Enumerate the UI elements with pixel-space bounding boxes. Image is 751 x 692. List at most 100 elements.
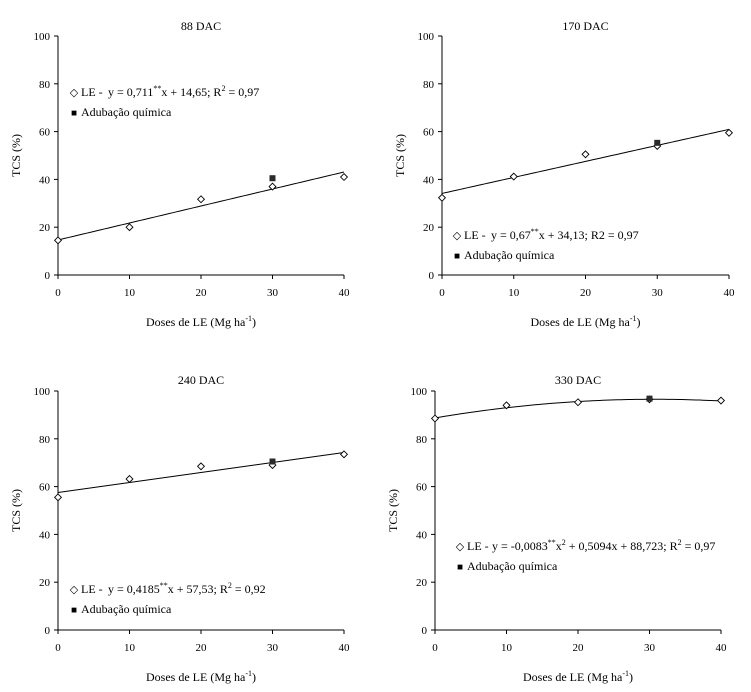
- x-tick-label: 40: [339, 642, 351, 654]
- x-tick-label: 30: [644, 642, 656, 654]
- legend-adubacao-marker-icon: ■: [71, 108, 77, 119]
- y-tick-label: 60: [423, 127, 435, 139]
- legend: ◇ LE - y = 0,67**x + 34,13; R2 = 0,97 ■ Adub…: [453, 227, 639, 262]
- legend-adubacao-marker-icon: ■: [457, 562, 463, 573]
- regression-line: [57, 171, 345, 241]
- data-point-le: [581, 150, 590, 159]
- legend-le-marker-icon: ◇: [453, 230, 462, 242]
- data-point-adubacao: [654, 139, 661, 146]
- y-axis-label: TCS (%): [386, 489, 400, 532]
- x-tick-label: 20: [196, 642, 208, 654]
- x-tick-label: 0: [55, 287, 61, 299]
- data-point-le: [339, 172, 349, 182]
- x-tick-label: 30: [267, 642, 279, 654]
- x-tick-label: 0: [439, 287, 445, 299]
- y-tick-label: 0: [422, 625, 428, 637]
- legend-adubacao-label: Adubação química: [464, 248, 555, 262]
- y-tick-label: 60: [39, 482, 51, 494]
- data-point-le: [502, 401, 511, 410]
- data-point-le: [509, 172, 518, 181]
- legend-le-marker-icon: ◇: [70, 87, 79, 99]
- data-point-le: [716, 396, 726, 405]
- y-tick-label: 100: [34, 386, 51, 398]
- data-point-le: [573, 398, 583, 407]
- x-tick-label: 30: [652, 287, 664, 299]
- y-tick-label: 40: [39, 529, 51, 541]
- y-tick-label: 0: [429, 270, 435, 282]
- y-axis-label: TCS (%): [393, 134, 407, 177]
- y-tick-label: 60: [39, 127, 51, 139]
- legend: ◇ LE - y = 0,711**x + 14,65; R2 = 0,97 ■ Adu…: [70, 84, 259, 119]
- legend-adubacao-label: Adubação química: [467, 559, 558, 573]
- x-tick-label: 10: [501, 642, 513, 654]
- data-point-le: [196, 195, 206, 204]
- x-axis-label: Doses de LE (Mg ha-1): [146, 314, 256, 329]
- y-tick-label: 0: [45, 270, 51, 282]
- data-point-le: [268, 182, 277, 191]
- y-axis-label: TCS (%): [9, 489, 23, 532]
- legend-le-marker-icon: ◇: [456, 541, 465, 553]
- data-point-le: [125, 474, 134, 483]
- y-tick-label: 20: [423, 222, 435, 234]
- chart-panel-1: 88 DAC 0 20 40 60 80 100 0 10 20 30 40 TCS (%) Doses …: [9, 19, 350, 329]
- y-tick-label: 100: [418, 31, 435, 43]
- data-point-le: [339, 450, 349, 459]
- y-tick-label: 80: [423, 79, 435, 91]
- legend-equation: y = 0,4185**x + 57,53; R2 = 0,92: [108, 581, 266, 596]
- y-tick-label: 40: [423, 174, 435, 186]
- legend-adubacao-marker-icon: ■: [71, 605, 77, 616]
- y-tick-label: 20: [416, 577, 428, 589]
- legend-adubacao-label: Adubação química: [81, 602, 172, 616]
- y-tick-label: 100: [34, 31, 51, 43]
- y-tick-label: 80: [39, 79, 51, 91]
- x-tick-label: 10: [124, 642, 136, 654]
- x-tick-label: 40: [339, 287, 351, 299]
- y-tick-label: 80: [416, 434, 428, 446]
- regression-line: [441, 128, 730, 194]
- data-point-le: [724, 128, 734, 137]
- legend: ◇ LE - y = 0,4185**x + 57,53; R2 = 0,92 ■ Ad…: [70, 581, 266, 616]
- data-point-le: [430, 414, 440, 423]
- data-point-adubacao: [269, 175, 276, 182]
- x-axis-label: Doses de LE (Mg ha-1): [523, 669, 633, 684]
- x-tick-label: 0: [432, 642, 438, 654]
- data-point-adubacao: [269, 458, 276, 465]
- legend-equation: y = 0,67**x + 34,13; R2 = 0,97: [491, 227, 639, 242]
- y-tick-label: 20: [39, 577, 51, 589]
- legend-le-label: LE -: [81, 85, 103, 99]
- x-tick-label: 40: [724, 287, 736, 299]
- chart-title: 88 DAC: [181, 19, 221, 33]
- chart-panel-4: 330 DAC 0 20 40 60 80 100 0 10 20 30 40 TCS (%) Doses…: [386, 373, 727, 684]
- x-axis-label: Doses de LE (Mg ha-1): [146, 669, 256, 684]
- x-tick-label: 20: [580, 287, 592, 299]
- x-tick-label: 10: [124, 287, 136, 299]
- chart-panel-3: 240 DAC 0 20 40 60 80 100 0 10 20 30 40 TCS (%) Doses…: [9, 373, 350, 684]
- legend-le-label: LE -: [81, 582, 103, 596]
- data-point-le: [196, 462, 206, 471]
- x-tick-label: 0: [55, 642, 61, 654]
- data-point-le: [125, 223, 134, 232]
- x-tick-label: 20: [196, 287, 208, 299]
- x-tick-label: 40: [716, 642, 728, 654]
- y-axis-label: TCS (%): [9, 134, 23, 177]
- data-point-adubacao: [646, 395, 653, 402]
- chart-panel-2: 170 DAC 0 20 40 60 80 100 0 10 20 30 40 TCS (%) Doses…: [393, 19, 735, 329]
- legend-le-label: LE -: [467, 539, 489, 553]
- legend-equation: y = 0,711**x + 14,65; R2 = 0,97: [108, 84, 259, 99]
- y-tick-label: 40: [416, 529, 428, 541]
- regression-line: [57, 451, 345, 493]
- data-point-le: [53, 493, 63, 502]
- legend-le-marker-icon: ◇: [70, 584, 79, 596]
- legend-adubacao-label: Adubação química: [81, 105, 172, 119]
- x-axis-label: Doses de LE (Mg ha-1): [531, 314, 641, 329]
- chart-title: 330 DAC: [555, 373, 601, 387]
- legend-adubacao-marker-icon: ■: [454, 251, 460, 262]
- chart-title: 170 DAC: [562, 19, 608, 33]
- legend-le-label: LE -: [464, 228, 486, 242]
- y-tick-label: 60: [416, 482, 428, 494]
- y-tick-label: 20: [39, 222, 51, 234]
- y-tick-label: 40: [39, 174, 51, 186]
- data-point-le: [53, 236, 63, 245]
- x-tick-label: 10: [508, 287, 520, 299]
